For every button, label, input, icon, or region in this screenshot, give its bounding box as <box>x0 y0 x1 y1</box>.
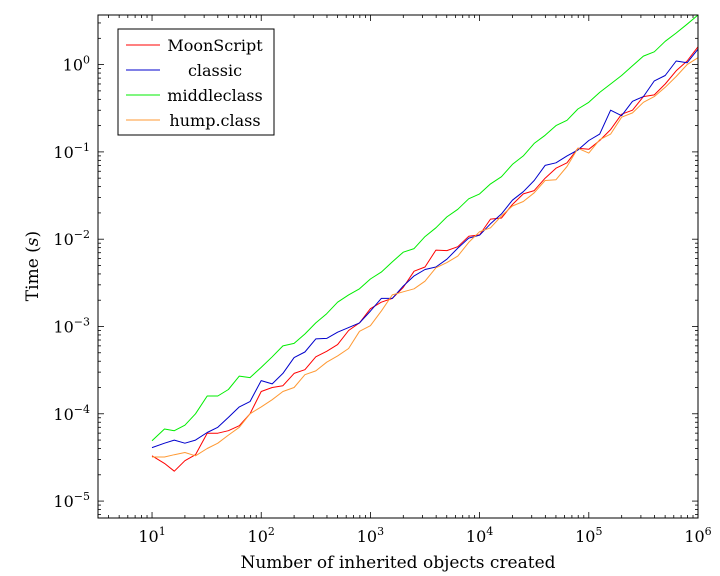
legend-label-middleclass: middleclass <box>167 86 262 105</box>
legend-label-moonscript: MoonScript <box>167 36 263 55</box>
series-line-classic <box>151 48 699 449</box>
y-axis-label-text: Time ( <box>23 246 43 301</box>
y-tick-label: 10−5 <box>53 490 90 511</box>
legend: MoonScript classic middleclass hump.class <box>117 28 275 136</box>
x-tick-label: 101 <box>138 525 165 546</box>
x-tick-label: 106 <box>684 525 711 546</box>
y-axis-label-unit: s <box>23 237 43 246</box>
x-tick-label: 104 <box>466 525 493 546</box>
x-tick-label: 103 <box>357 525 384 546</box>
y-tick-label: 10−2 <box>53 228 90 249</box>
y-tick-label: 10−1 <box>53 141 90 162</box>
legend-box <box>117 28 275 136</box>
x-axis-label: Number of inherited objects created <box>240 553 555 573</box>
legend-label-hump-class: hump.class <box>169 111 260 130</box>
series-line-middleclass <box>151 14 699 442</box>
y-tick-labels: 10−5 10−4 10−3 10−2 10−1 100 <box>53 54 90 511</box>
y-axis-label: Time (s) <box>23 231 43 301</box>
x-tick-labels: 101 102 103 104 105 106 <box>138 525 711 546</box>
y-tick-label: 100 <box>63 54 90 75</box>
series-line-moonscript <box>151 46 699 472</box>
x-tick-label: 105 <box>575 525 602 546</box>
plot-frame <box>97 14 699 519</box>
y-tick-label: 10−4 <box>53 403 90 424</box>
x-tick-label: 102 <box>248 525 275 546</box>
legend-label-classic: classic <box>188 61 242 80</box>
series-line-hump-class <box>152 57 699 458</box>
y-axis-label-close: ) <box>23 231 43 238</box>
series-lines <box>151 14 699 472</box>
y-tick-label: 10−3 <box>53 315 90 336</box>
